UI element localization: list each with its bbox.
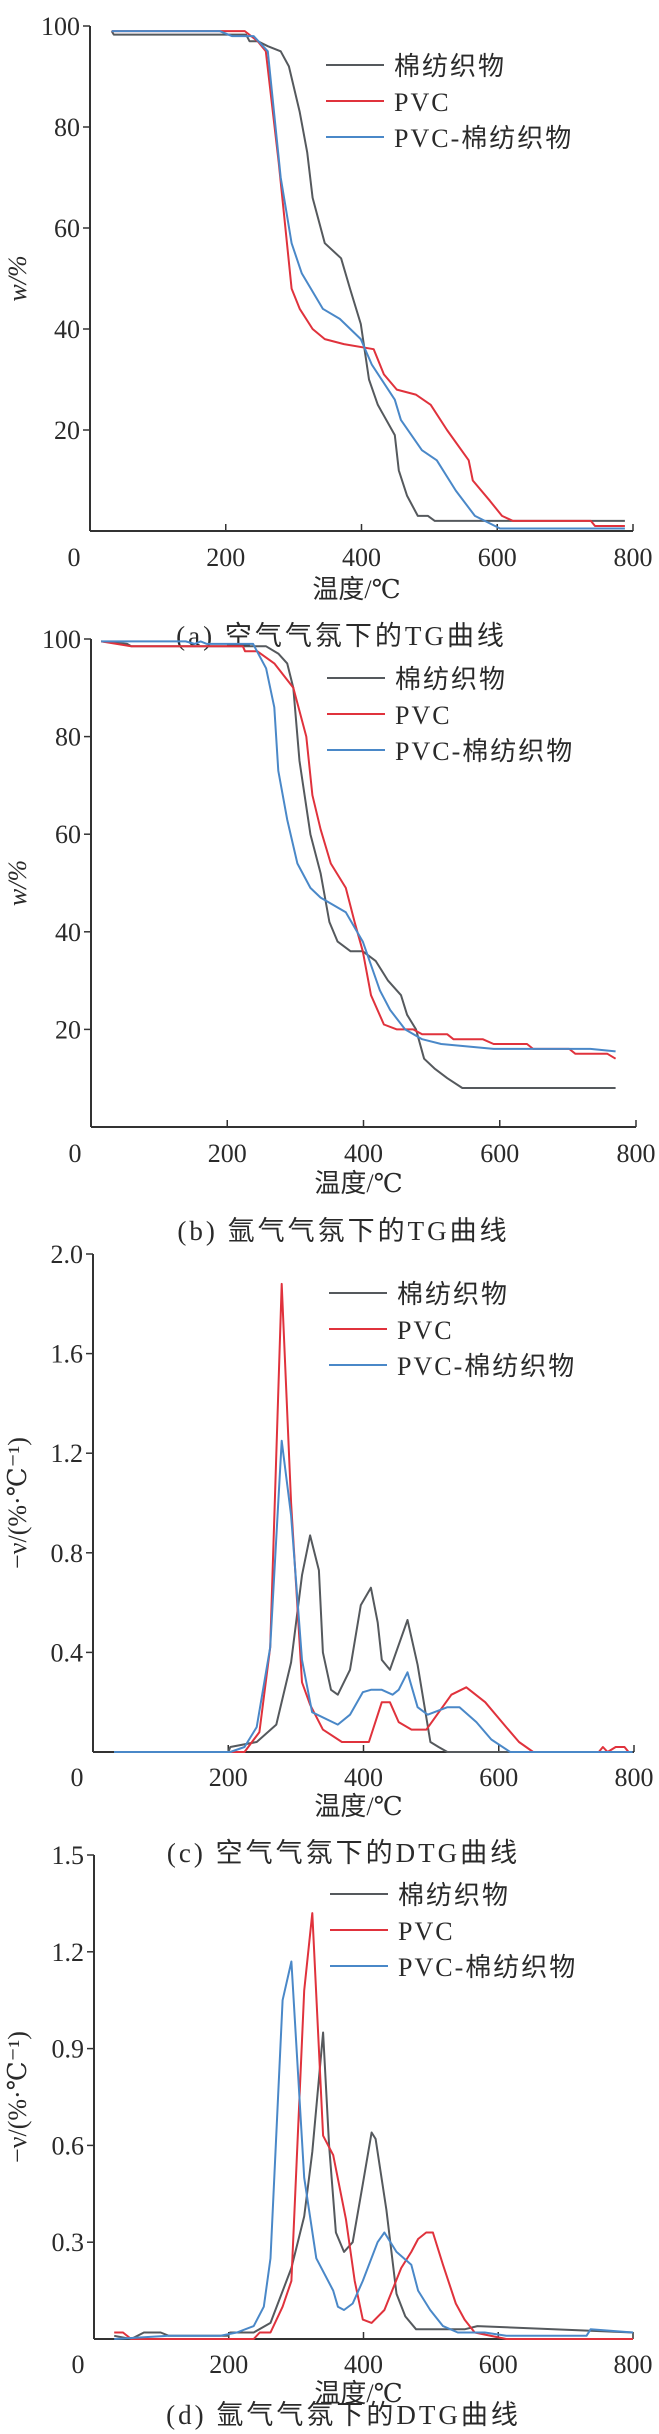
series-line-cotton <box>114 1534 633 1753</box>
y-tick-label: 1.2 <box>51 1439 84 1468</box>
x-axis-label: 温度/℃ <box>312 575 400 604</box>
x-tick-label: 0 <box>72 2350 85 2379</box>
x-tick-label: 600 <box>478 543 517 572</box>
x-axis-label: 温度/℃ <box>314 2379 402 2408</box>
y-axis-label: −ν/(%·℃⁻¹) <box>3 1437 32 1569</box>
series-line-pvc <box>111 30 625 527</box>
chart-panel-c: 0.4 0.8 1.2 1.6 2.0 0 200 400 600 800 温度/℃ −ν/(%·℃⁻… <box>3 1240 654 1868</box>
y-tick-label: 0.9 <box>52 2035 85 2064</box>
x-tick-label: 600 <box>480 1139 519 1168</box>
series-line-cotton <box>110 30 625 522</box>
y-tick-label: 80 <box>54 113 80 142</box>
x-tick-label: 800 <box>617 1139 656 1168</box>
y-tick-label: 1.2 <box>52 1938 85 1967</box>
legend-label: PVC <box>395 701 452 730</box>
legend-label: PVC-棉纺织物 <box>395 737 574 766</box>
chart-panel-d: 0.3 0.6 0.9 1.2 1.5 0 200 400 600 800 温度/℃ −ν/(%·℃⁻… <box>3 1841 653 2430</box>
figure-caption: (b) 氩气气氛下的TG曲线 <box>177 1216 509 1246</box>
series-line-cotton <box>101 640 616 1089</box>
y-tick-label: 2.0 <box>51 1240 84 1269</box>
x-tick-label: 800 <box>615 1763 654 1792</box>
y-tick-label: 40 <box>54 315 80 344</box>
series-line-pvc <box>114 1282 630 1753</box>
series-line-pvc-cotton <box>114 1960 634 2340</box>
x-tick-label: 0 <box>68 543 81 572</box>
x-tick-label: 200 <box>209 1763 248 1792</box>
series-line-pvc-cotton <box>111 30 625 530</box>
series-line-pvc <box>114 1912 633 2340</box>
chart-panel-a: 20 40 60 80 100 0 200 400 600 800 温度/℃ w/% 棉纺织物 PVC PV… <box>3 12 653 651</box>
series-line-pvc-cotton <box>101 640 616 1053</box>
series-line-cotton <box>114 2031 634 2340</box>
y-tick-label: 1.5 <box>52 1841 85 1870</box>
x-tick-label: 800 <box>614 2350 653 2379</box>
y-tick-label: 60 <box>54 214 80 243</box>
y-axis-label: −ν/(%·℃⁻¹) <box>3 2031 32 2163</box>
y-tick-label: 60 <box>55 820 81 849</box>
x-tick-label: 0 <box>71 1763 84 1792</box>
legend-label: 棉纺织物 <box>394 52 506 81</box>
chart-panel-b: 20 40 60 80 100 0 200 400 600 800 温度/℃ w/% 棉纺织物 PVC PV… <box>3 625 656 1246</box>
legend-label: PVC <box>398 1917 455 1946</box>
x-axis-label: 温度/℃ <box>314 1169 402 1198</box>
x-tick-label: 800 <box>614 543 653 572</box>
y-tick-label: 20 <box>54 416 80 445</box>
x-tick-label: 400 <box>344 1139 383 1168</box>
series-line-pvc-cotton <box>114 1439 633 1753</box>
x-tick-label: 600 <box>479 2350 518 2379</box>
y-tick-label: 0.6 <box>52 2131 85 2160</box>
legend-label: PVC <box>394 88 451 117</box>
x-tick-label: 400 <box>344 1763 383 1792</box>
x-tick-label: 400 <box>342 543 381 572</box>
y-tick-label: 40 <box>55 918 81 947</box>
y-tick-label: 100 <box>41 12 80 41</box>
figure-caption: (c) 空气气氛下的DTG曲线 <box>167 1838 520 1868</box>
x-tick-label: 200 <box>209 2350 248 2379</box>
y-tick-label: 100 <box>42 625 81 654</box>
x-tick-label: 200 <box>206 543 245 572</box>
y-tick-label: 0.8 <box>51 1539 84 1568</box>
x-tick-label: 0 <box>69 1139 82 1168</box>
x-tick-label: 600 <box>479 1763 518 1792</box>
legend-label: 棉纺织物 <box>398 1881 510 1910</box>
legend-label: 棉纺织物 <box>397 1280 509 1309</box>
figure-caption: (d) 氩气气氛下的DTG曲线 <box>166 2400 521 2430</box>
legend-label: 棉纺织物 <box>395 665 507 694</box>
y-tick-label: 20 <box>55 1015 81 1044</box>
legend-label: PVC-棉纺织物 <box>394 124 573 153</box>
x-tick-label: 400 <box>344 2350 383 2379</box>
series-line-pvc <box>101 640 617 1060</box>
y-axis-label: w/% <box>3 255 32 301</box>
y-tick-label: 80 <box>55 723 81 752</box>
legend-label: PVC-棉纺织物 <box>398 1953 577 1982</box>
y-axis-label: w/% <box>3 860 32 906</box>
x-axis-label: 温度/℃ <box>314 1792 402 1821</box>
y-tick-label: 0.4 <box>51 1638 84 1667</box>
y-tick-label: 1.6 <box>51 1340 84 1369</box>
legend-label: PVC-棉纺织物 <box>397 1352 576 1381</box>
y-tick-label: 0.3 <box>52 2228 85 2257</box>
x-tick-label: 200 <box>208 1139 247 1168</box>
legend-label: PVC <box>397 1316 454 1345</box>
